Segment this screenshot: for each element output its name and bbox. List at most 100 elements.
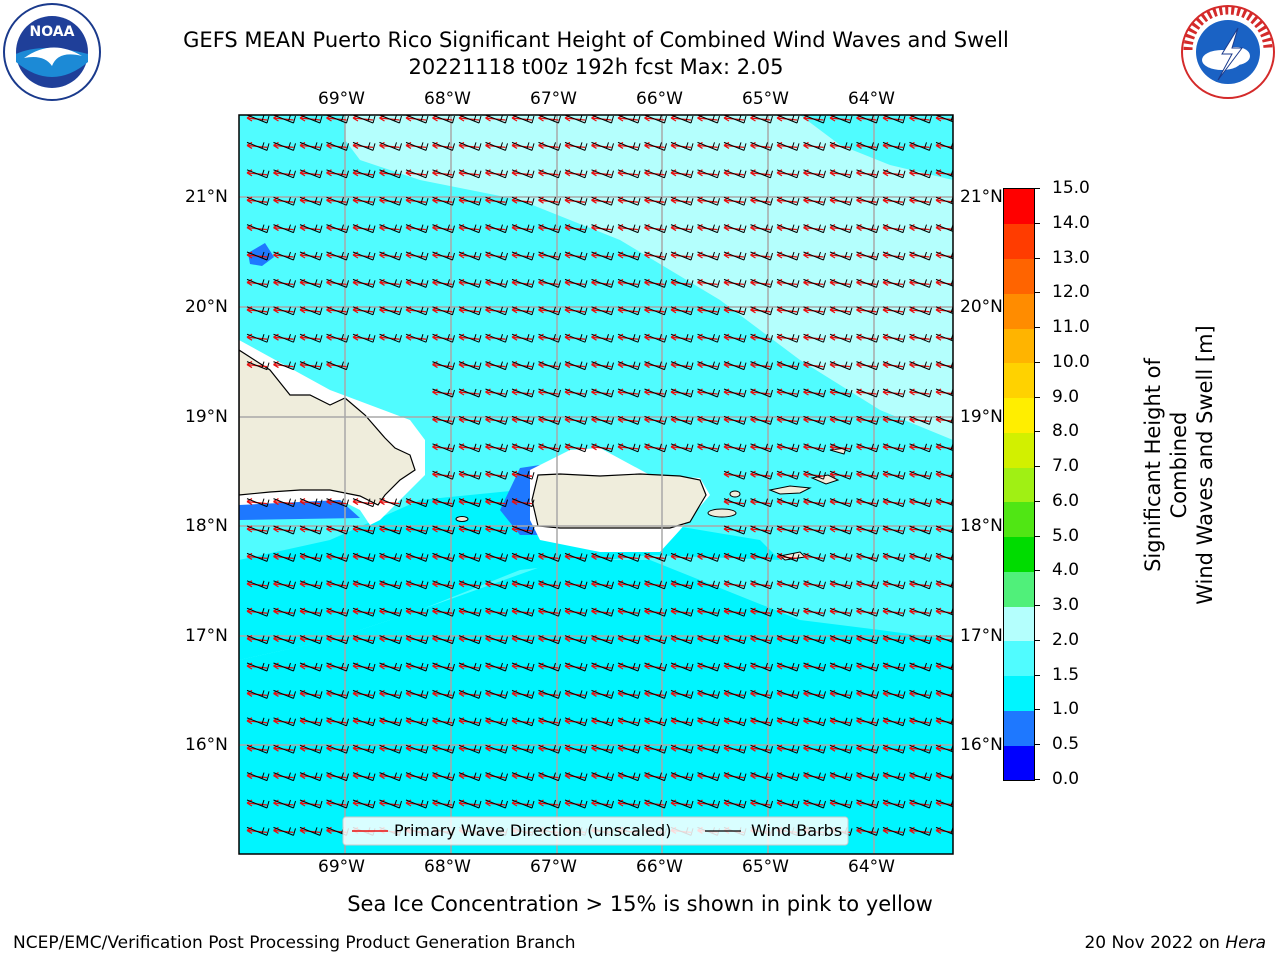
wind-barb (326, 141, 349, 151)
wind-barb (591, 415, 614, 425)
wind-barb (617, 799, 641, 809)
wind-barb (299, 306, 323, 316)
colorbar-tick-mark (1034, 396, 1040, 398)
wind-barb (485, 388, 508, 398)
wind-barb (697, 415, 720, 425)
wind-barb (750, 196, 773, 206)
wind-barb (405, 169, 429, 179)
colorbar-segment (1004, 710, 1034, 746)
wind-barb (352, 306, 376, 316)
colorbar-segment (1004, 293, 1034, 329)
wind-barb (352, 169, 376, 179)
wind-barb (299, 196, 323, 206)
wind-barb (591, 361, 614, 371)
wind-barb (299, 689, 323, 699)
wind-barb (273, 333, 296, 343)
wind-barb (246, 799, 270, 809)
wind-barb (379, 333, 402, 343)
lat-label-right: 20°N (960, 297, 1003, 317)
wind-barb (511, 415, 535, 425)
wind-barb (829, 415, 853, 425)
wind-barb (299, 662, 323, 672)
wind-barb (803, 224, 826, 234)
wind-barb (617, 744, 641, 754)
colorbar-tick-mark (1034, 431, 1040, 433)
wind-barb (511, 635, 535, 645)
wind-barb (511, 278, 535, 288)
wind-barb (564, 224, 588, 234)
wind-barb (485, 278, 508, 288)
wind-barb (776, 772, 800, 782)
wind-barb (538, 662, 561, 672)
colorbar-tick-label: 4.0 (1052, 560, 1080, 581)
wind-barb (829, 196, 853, 206)
wind-barb (352, 744, 376, 754)
lat-label-left: 21°N (185, 187, 228, 207)
colorbar-tick-label: 14.0 (1052, 212, 1090, 233)
wind-barb (909, 141, 932, 151)
wind-barb (829, 169, 853, 179)
wind-barb (882, 306, 906, 316)
wind-barb (750, 799, 773, 809)
wind-barb (909, 278, 932, 288)
wind-barb (670, 115, 694, 124)
wind-barb (432, 115, 455, 124)
wind-barb (326, 333, 349, 343)
wind-barb (485, 498, 508, 508)
wind-barb (379, 662, 402, 672)
wind-barb (723, 799, 747, 809)
wind-barb (511, 443, 535, 453)
wind-barb (326, 251, 349, 261)
wind-barb (564, 278, 588, 288)
wind-barb (617, 607, 641, 617)
wind-barb (670, 662, 694, 672)
wind-barb (670, 251, 694, 261)
wind-barb (299, 278, 323, 288)
wind-barb (511, 388, 535, 398)
wind-barb (697, 196, 720, 206)
wind-barb (829, 141, 853, 151)
wind-barb (379, 689, 402, 699)
wind-barb (803, 278, 826, 288)
wind-barb (405, 306, 429, 316)
wind-barb (697, 744, 720, 754)
wind-barb (617, 552, 641, 562)
wind-barb (617, 361, 641, 371)
wind-barb (352, 141, 376, 151)
wind-barb (909, 224, 932, 234)
wind-barb (803, 525, 826, 535)
wind-barb (909, 744, 932, 754)
wind-barb (882, 388, 906, 398)
wind-barb (299, 717, 323, 727)
wind-barb (538, 361, 561, 371)
wind-barb (750, 415, 773, 425)
wind-barb (723, 278, 747, 288)
wind-barb (723, 196, 747, 206)
wind-barb (591, 115, 614, 124)
wind-barb (485, 470, 508, 480)
wind-barb (485, 141, 508, 151)
wind-barb (617, 635, 641, 645)
wind-barb (405, 689, 429, 699)
wind-barb (829, 470, 853, 480)
lat-label-left: 16°N (185, 735, 228, 755)
wind-barb (511, 224, 535, 234)
wind-barb (379, 607, 402, 617)
colorbar-segment (1004, 432, 1034, 468)
wind-barb (856, 772, 879, 782)
wind-barb (352, 224, 376, 234)
wind-barb (882, 169, 906, 179)
wind-barb (538, 772, 561, 782)
wind-barb (538, 333, 561, 343)
wind-barb (564, 799, 588, 809)
wind-barb (644, 196, 667, 206)
wind-barb (829, 772, 853, 782)
wind-barb (829, 443, 853, 453)
wind-barb (299, 115, 323, 124)
wind-barb (273, 744, 296, 754)
lon-label-bottom: 66°W (636, 857, 683, 877)
wind-barb (697, 443, 720, 453)
wind-barb (723, 662, 747, 672)
wind-barb (511, 689, 535, 699)
wind-barb (591, 278, 614, 288)
